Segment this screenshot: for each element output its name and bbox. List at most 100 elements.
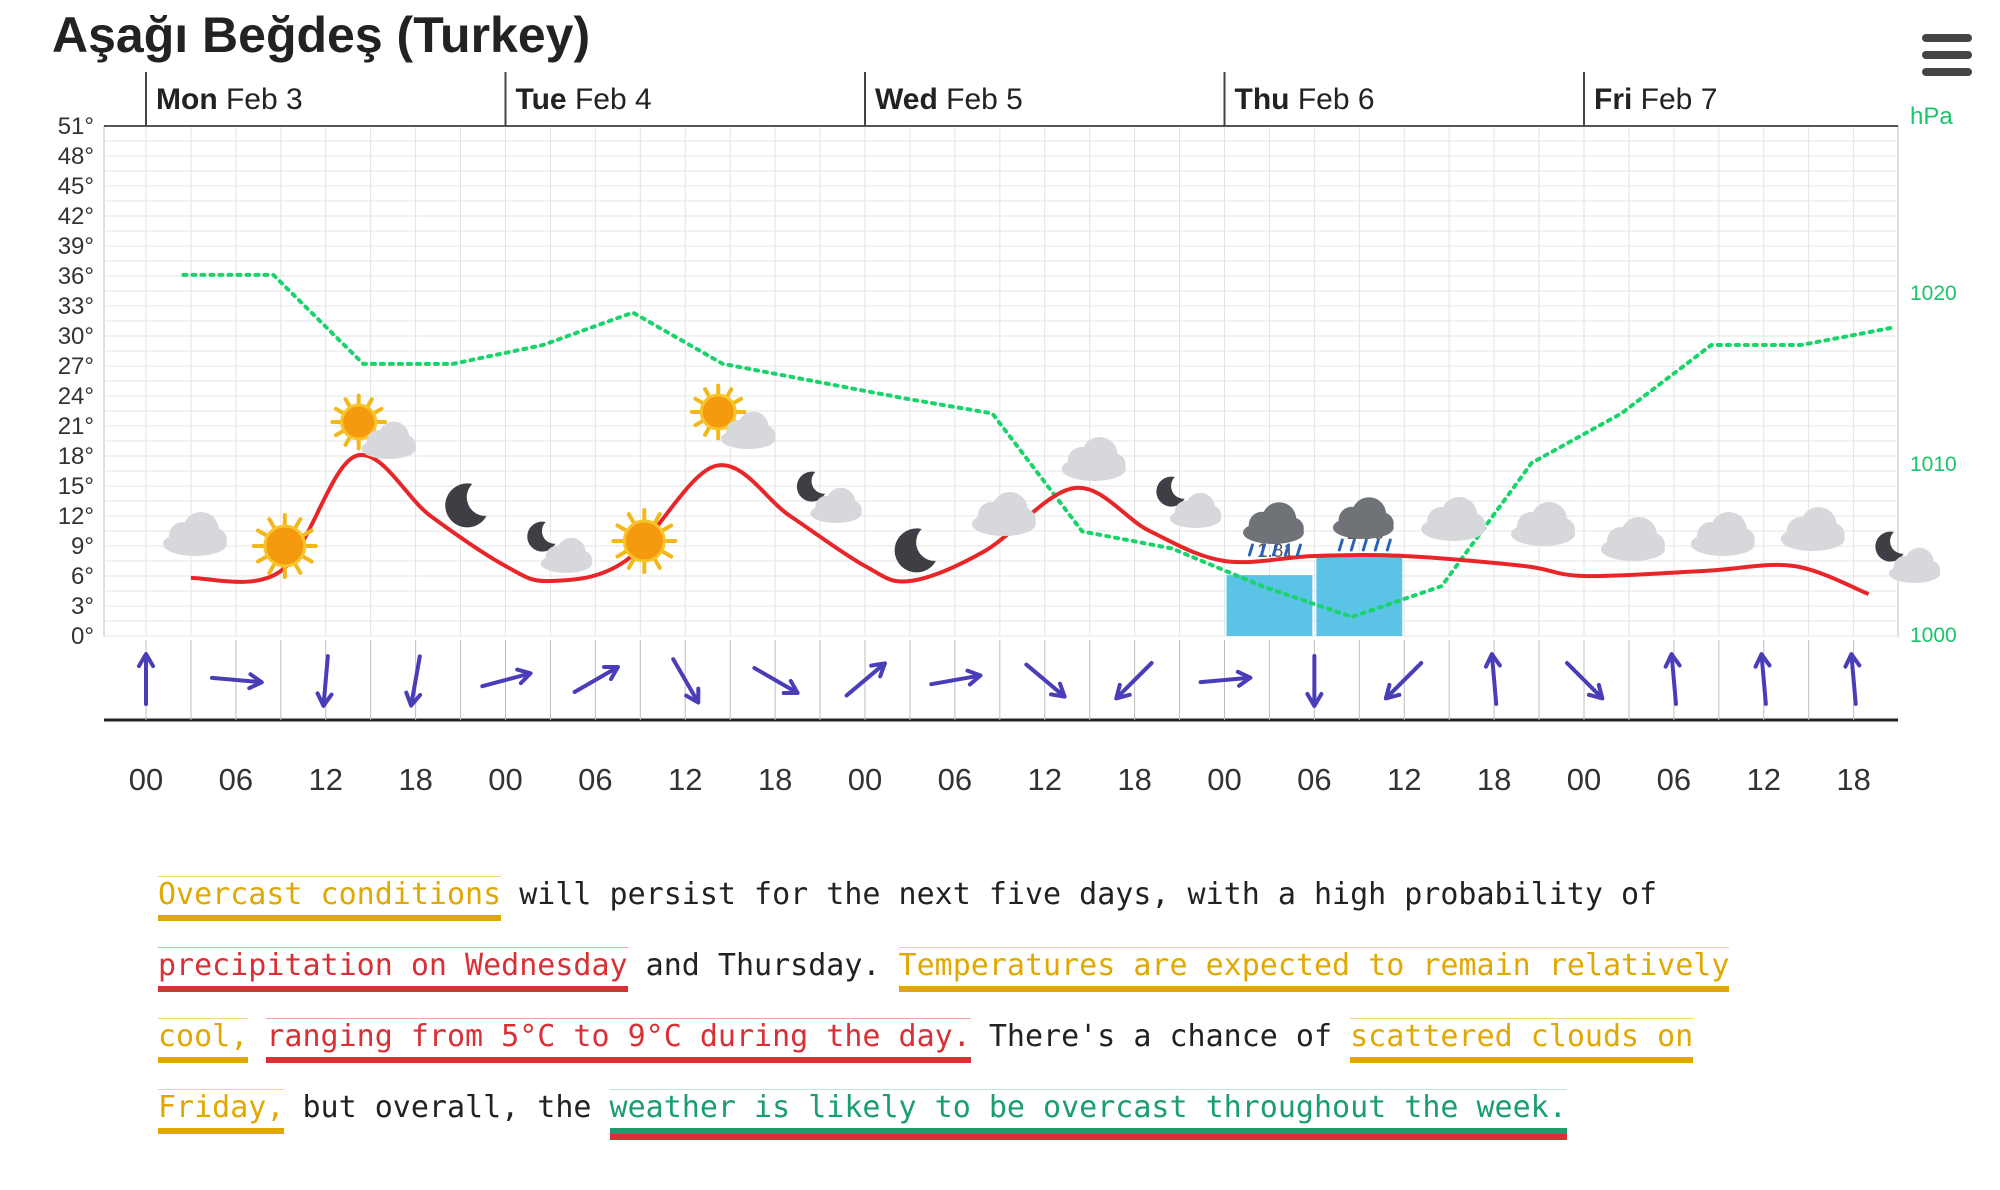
page-title: Aşağı Beğdeş (Turkey)	[52, 7, 591, 63]
cloud-shape	[1421, 497, 1486, 541]
day-date: Feb 3	[226, 83, 303, 116]
day-label: Tue Feb 4	[516, 83, 652, 116]
temperature-series	[190, 452, 1870, 596]
hour-tick-label: 06	[1297, 762, 1331, 797]
wind-arrow-icon	[480, 667, 533, 689]
sun-ray	[267, 563, 276, 575]
sun-ray	[626, 558, 636, 570]
cloud-icon	[1780, 507, 1845, 551]
wind-arrow-icon	[1114, 661, 1154, 701]
summary-line: Friday, but overall, the weather is like…	[158, 1083, 1918, 1154]
temperature-line	[190, 452, 1870, 596]
wind-arrow-head	[1235, 669, 1253, 688]
day-label: Fri Feb 7	[1594, 83, 1717, 116]
sun-ray	[293, 517, 303, 529]
moon-icon	[445, 483, 487, 528]
wind-arrow-icon	[1024, 662, 1067, 699]
sun-ray	[725, 387, 734, 398]
summary-highlight: weather is likely to be overcast through…	[609, 1089, 1567, 1128]
wind-arrow-head	[869, 661, 887, 679]
hamburger-menu-icon[interactable]	[1922, 34, 1972, 76]
cloud-shape	[162, 512, 227, 556]
hour-tick-label: 18	[398, 762, 432, 797]
day-weekday: Wed	[875, 83, 946, 116]
day-weekday: Thu	[1235, 83, 1298, 116]
cloud-icon	[1061, 437, 1126, 481]
cloud-part	[202, 528, 227, 552]
sun-disc	[340, 403, 378, 441]
wind-arrow-shaft	[671, 657, 700, 703]
pressure-unit-label: hPa	[1910, 103, 1953, 130]
summary-highlight: Temperatures are expected to remain rela…	[898, 947, 1730, 992]
sun-ray	[293, 563, 303, 575]
wind-arrow-head	[781, 678, 800, 696]
cloud-part	[1461, 513, 1486, 537]
moon-shape	[1156, 476, 1185, 507]
hour-tick-label: 12	[1028, 762, 1062, 797]
wind-arrow-icon	[671, 657, 701, 705]
summary-line: Overcast conditions will persist for the…	[158, 870, 1918, 941]
cloud-shape	[1169, 492, 1222, 528]
partly-cloudy-night-icon	[1875, 531, 1941, 583]
wind-arrow-head	[137, 652, 155, 668]
cloud-shape	[1511, 502, 1576, 546]
wind-arrow-shaft	[752, 666, 798, 694]
wind-arrow-shaft	[929, 673, 981, 687]
sun-shape	[611, 508, 678, 574]
grid	[103, 125, 1899, 637]
cloud-part	[754, 425, 776, 446]
moon-shape	[894, 528, 936, 573]
temp-tick-label: 3°	[71, 593, 94, 620]
rain-drop	[1283, 543, 1290, 557]
wind-arrow-icon	[1305, 654, 1324, 708]
summary-highlight: precipitation on Wednesday	[158, 947, 628, 992]
wind-arrow-head	[1305, 692, 1324, 708]
summary-text: and Thursday.	[627, 948, 899, 983]
wind-arrow-head	[1843, 652, 1862, 669]
cloud-icon	[1600, 517, 1665, 561]
sun-ray	[343, 397, 352, 408]
wind-arrow-head	[247, 672, 264, 691]
rain-drop	[1337, 538, 1344, 552]
hour-tick-label: 18	[1477, 762, 1511, 797]
day-header: Mon Feb 3 Tue Feb 4 Wed Feb 5 Thu Feb 6 Fri …	[145, 72, 1717, 126]
weather-icons	[162, 383, 1941, 583]
cloud-part	[1820, 523, 1845, 547]
temp-tick-label: 51°	[58, 113, 94, 140]
wind-arrow-shaft	[1024, 662, 1066, 698]
hour-tick-label: 18	[758, 762, 792, 797]
cloud-part	[1201, 505, 1222, 525]
rain-drop	[1373, 538, 1380, 552]
cloud-part	[572, 550, 593, 570]
cloud-shape	[1780, 507, 1845, 551]
sun-icon	[611, 508, 678, 574]
moon-shape	[445, 483, 487, 528]
wind-row	[104, 640, 1898, 722]
hour-tick-label: 18	[1836, 762, 1870, 797]
sun-ray	[343, 436, 352, 447]
hour-tick-label: 12	[309, 762, 343, 797]
day-date: Feb 7	[1641, 83, 1718, 116]
cloud-part	[1011, 508, 1036, 532]
day-date: Feb 6	[1298, 83, 1375, 116]
hour-tick-label: 12	[668, 762, 702, 797]
temp-tick-label: 21°	[58, 413, 94, 440]
day-weekday: Fri	[1594, 83, 1641, 116]
day-label: Mon Feb 3	[156, 83, 303, 116]
wind-arrow-head	[515, 667, 533, 686]
sun-ray	[653, 558, 662, 570]
moon-shape	[527, 521, 556, 552]
hour-tick-label: 06	[578, 762, 612, 797]
moon-shape	[1156, 476, 1185, 507]
summary-text: will persist for the next five days, wit…	[501, 877, 1658, 912]
wind-arrow-head	[1114, 682, 1132, 701]
cloud-shape	[810, 487, 862, 523]
cloud-shape	[971, 492, 1036, 536]
cloud-part	[1551, 518, 1576, 542]
temp-tick-label: 48°	[58, 143, 94, 170]
sun-ray	[653, 512, 662, 524]
temp-tick-label: 36°	[58, 263, 94, 290]
pressure-axis: hPa 1020 1010 1000	[1910, 103, 1957, 647]
sun-ray	[661, 550, 674, 559]
summary-highlight: scattered clouds on	[1350, 1018, 1694, 1063]
